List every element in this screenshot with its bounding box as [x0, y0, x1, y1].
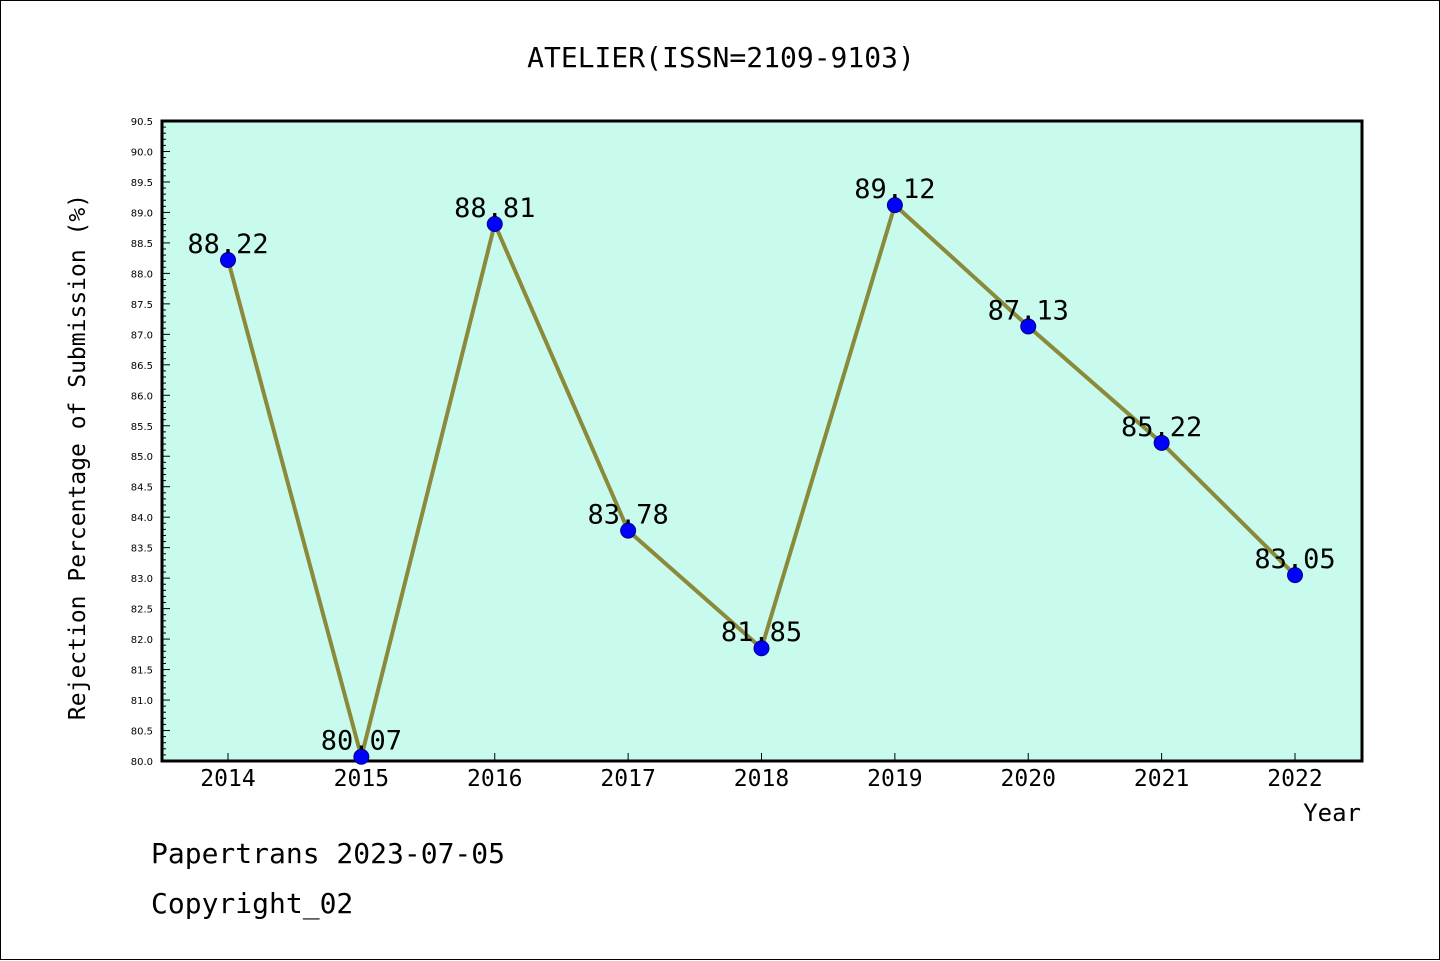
- y-tick-label: 80.5: [131, 727, 153, 738]
- y-tick-label: 83.5: [131, 544, 153, 555]
- data-label: 89.12: [854, 174, 935, 205]
- x-axis-label: Year: [1303, 799, 1361, 827]
- data-point: [353, 748, 370, 765]
- y-tick-label: 83.0: [131, 574, 153, 585]
- data-point: [753, 640, 770, 657]
- y-tick-label: 89.5: [131, 178, 153, 189]
- y-tick-label: 80.0: [131, 757, 153, 768]
- y-tick-label: 84.5: [131, 483, 153, 494]
- data-point: [1020, 318, 1037, 335]
- data-point: [486, 216, 503, 233]
- data-point: [1287, 567, 1303, 584]
- x-axis-ticks: 2014 2015 2016 2017 2018 2019 2020 2021 2022: [200, 753, 1323, 792]
- footer-date: Papertrans 2023-07-05: [151, 837, 506, 870]
- y-tick-label: 82.0: [131, 635, 153, 646]
- y-tick-label: 88.5: [131, 239, 153, 250]
- y-tick-label: 81.0: [131, 696, 153, 707]
- data-point: [1153, 434, 1170, 451]
- y-tick-label: 81.5: [131, 666, 153, 677]
- data-label: 85.22: [1121, 412, 1202, 443]
- x-tick-label: 2020: [1001, 766, 1056, 792]
- y-tick-label: 86.5: [131, 361, 153, 372]
- data-point: [620, 522, 637, 539]
- x-tick-label: 2016: [467, 766, 522, 792]
- x-tick-label: 2017: [600, 766, 655, 792]
- data-label: 83.05: [1254, 544, 1335, 575]
- chart-title: ATELIER(ISSN=2109-9103): [527, 41, 915, 74]
- data-label: 87.13: [988, 295, 1069, 326]
- y-tick-label: 87.0: [131, 330, 153, 341]
- data-label: 80.07: [321, 726, 402, 757]
- y-tick-label: 84.0: [131, 513, 153, 524]
- y-tick-label: 82.5: [131, 605, 153, 616]
- y-tick-label: 90.5: [131, 117, 153, 128]
- data-point: [886, 197, 903, 214]
- x-tick-label: 2022: [1267, 766, 1322, 792]
- series-layer: 88.22 80.07 88.81 83.78 81.85 89.12 87.13 85.22…: [187, 174, 1336, 765]
- y-tick-label: 89.0: [131, 208, 153, 219]
- data-label: 88.81: [454, 193, 535, 224]
- y-tick-label: 90.0: [131, 147, 153, 158]
- x-tick-label: 2021: [1134, 766, 1189, 792]
- y-tick-label: 88.0: [131, 269, 153, 280]
- data-label: 83.78: [587, 500, 668, 531]
- data-point: [220, 251, 236, 268]
- y-tick-label: 85.5: [131, 422, 153, 433]
- data-label: 88.22: [187, 229, 268, 260]
- data-label: 81.85: [721, 617, 802, 648]
- x-tick-label: 2015: [334, 766, 389, 792]
- x-tick-label: 2019: [867, 766, 922, 792]
- y-tick-label: 86.0: [131, 391, 153, 402]
- x-tick-label: 2018: [734, 766, 789, 792]
- y-axis-label: Rejection Percentage of Submission (%): [65, 194, 91, 720]
- x-tick-label: 2014: [200, 766, 255, 792]
- footer-copyright: Copyright_02: [151, 887, 354, 920]
- y-axis-ticks: 80.0 80.5 81.0 81.5 82.0 82.5 83.0 83.5 84.0 84.5…: [131, 117, 170, 768]
- y-tick-label: 85.0: [131, 452, 153, 463]
- y-tick-label: 87.5: [131, 300, 153, 311]
